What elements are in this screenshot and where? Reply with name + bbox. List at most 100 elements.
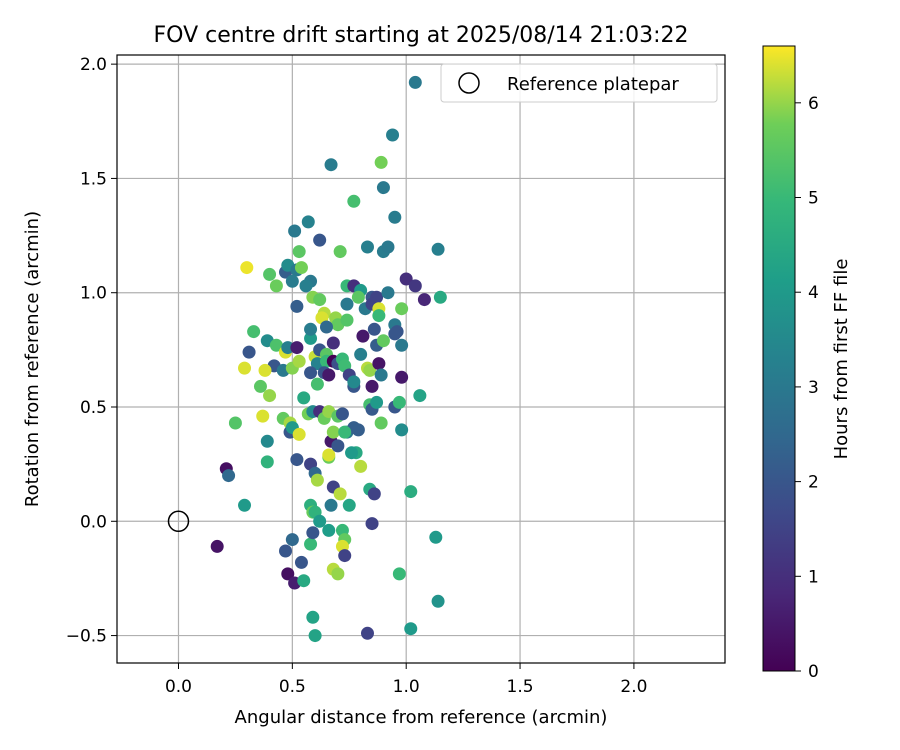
data-point-156	[210, 539, 224, 553]
legend-entry-reference-platepar: Reference platepar	[507, 74, 679, 95]
data-point-22	[269, 279, 283, 293]
y-tick-label-3: 1.0	[80, 284, 107, 304]
data-point-20	[294, 261, 308, 275]
data-point-159	[304, 537, 318, 551]
data-point-50	[395, 302, 409, 316]
data-point-160	[306, 526, 320, 540]
reference-point-marker	[167, 510, 190, 533]
data-point-4	[376, 181, 390, 195]
data-point-53	[247, 325, 261, 339]
data-point-73	[326, 336, 340, 350]
data-point-81	[354, 347, 368, 361]
data-point-119	[370, 395, 384, 409]
data-point-139	[331, 439, 345, 453]
y-tick-label-4: 1.5	[80, 169, 107, 189]
y-axis-label: Rotation from reference (arcmin)	[22, 211, 43, 507]
data-point-177	[360, 626, 374, 640]
data-point-82	[356, 329, 370, 343]
y-tick-label-1: 0.0	[80, 512, 107, 532]
data-point-142	[351, 423, 365, 437]
data-point-95	[258, 363, 272, 377]
data-point-85	[365, 379, 379, 393]
data-point-88	[372, 357, 386, 371]
data-point-162	[322, 523, 336, 537]
y-tick-label-0: −0.5	[66, 627, 107, 647]
data-point-21	[263, 267, 277, 281]
data-point-170	[297, 574, 311, 588]
data-point-66	[304, 322, 318, 336]
data-point-65	[304, 331, 318, 345]
colorbar-label: Hours from first FF file	[831, 259, 852, 460]
data-point-35	[433, 290, 447, 304]
data-point-9	[313, 233, 327, 247]
data-point-130	[290, 453, 304, 467]
data-point-91	[388, 327, 402, 341]
data-point-144	[367, 487, 381, 501]
legend: Reference platepar	[440, 63, 718, 103]
colorbar-tick-label-6: 6	[808, 94, 819, 114]
data-point-55	[269, 338, 283, 352]
data-point-167	[281, 567, 295, 581]
data-point-31	[381, 286, 395, 300]
data-point-3	[374, 155, 388, 169]
data-point-154	[342, 498, 356, 512]
data-point-110	[297, 391, 311, 405]
data-point-38	[313, 293, 327, 307]
data-point-64	[292, 354, 306, 368]
data-point-123	[395, 423, 409, 437]
data-point-126	[260, 455, 274, 469]
data-point-172	[331, 567, 345, 581]
data-point-133	[310, 473, 324, 487]
data-point-5	[347, 194, 361, 208]
data-point-178	[404, 622, 418, 636]
data-point-8	[288, 224, 302, 238]
data-point-11	[333, 245, 347, 259]
data-point-33	[408, 279, 422, 293]
data-point-161	[313, 514, 327, 528]
data-point-137	[326, 425, 340, 439]
data-point-140	[338, 425, 352, 439]
data-point-7	[301, 215, 315, 229]
data-point-153	[333, 487, 347, 501]
data-point-166	[338, 549, 352, 563]
legend-box	[440, 63, 718, 103]
data-point-111	[304, 366, 318, 380]
data-point-25	[299, 279, 313, 293]
data-point-86	[367, 322, 381, 336]
legend-marker	[458, 72, 480, 94]
data-point-125	[260, 434, 274, 448]
data-point-16	[240, 261, 254, 275]
x-tick-label-1: 0.5	[279, 677, 306, 697]
data-point-1	[386, 128, 400, 142]
x-tick-label-4: 2.0	[620, 677, 647, 697]
data-point-14	[381, 240, 395, 254]
data-point-174	[429, 530, 443, 544]
data-point-12	[360, 240, 374, 254]
data-point-97	[263, 389, 277, 403]
data-point-0	[408, 75, 422, 89]
colorbar-tick-label-1: 1	[808, 567, 819, 587]
data-point-175	[306, 610, 320, 624]
colorbar-tick-label-4: 4	[808, 283, 819, 303]
data-point-15	[431, 242, 445, 256]
data-point-49	[372, 309, 386, 323]
data-point-129	[292, 427, 306, 441]
data-point-23	[285, 274, 299, 288]
colorbar-tick-label-3: 3	[808, 378, 819, 398]
x-axis-ticks: 0.0 0.5 1.0 1.5 2.0	[165, 663, 647, 697]
data-point-122	[392, 395, 406, 409]
data-point-114	[322, 368, 336, 382]
data-point-147	[222, 469, 236, 483]
data-point-124	[228, 416, 242, 430]
data-point-32	[399, 272, 413, 286]
data-point-179	[431, 594, 445, 608]
data-point-148	[238, 498, 252, 512]
data-point-141	[345, 446, 359, 460]
data-point-34	[417, 293, 431, 307]
data-point-80	[347, 375, 361, 389]
colorbar-tick-label-0: 0	[808, 662, 819, 682]
data-point-84	[363, 363, 377, 377]
x-axis-label: Angular distance from reference (arcmin)	[235, 707, 608, 728]
